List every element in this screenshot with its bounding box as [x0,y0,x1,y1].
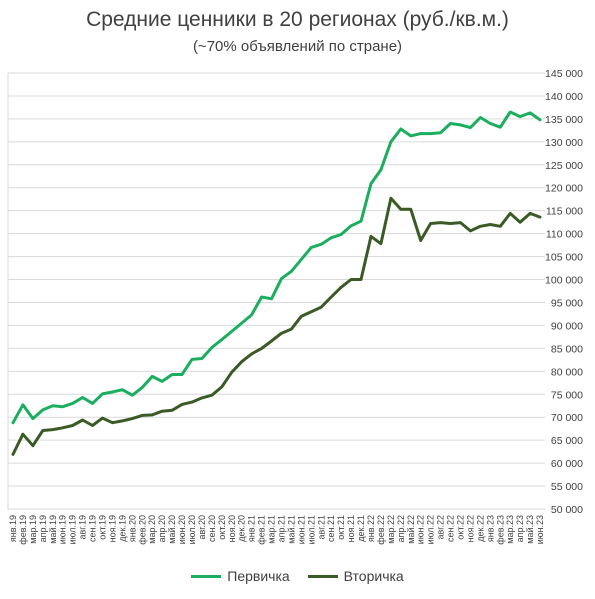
x-tick-label: сен.19 [88,515,98,542]
grid-lines [7,72,545,510]
series-lines [11,110,542,456]
x-tick-label: авг.21 [316,515,326,539]
x-tick-label: янв.23 [485,515,495,542]
x-tick-label: май.22 [406,515,416,544]
x-tick-label: авг.22 [436,515,446,539]
y-tick-label: 115 000 [546,206,583,218]
x-tick-label: ноя.19 [107,515,117,542]
x-tick-label: июн.22 [416,515,426,544]
y-tick-label: 135 000 [545,114,583,126]
x-tick-label: янв.20 [127,515,137,542]
x-tick-label: июл.21 [306,515,316,544]
x-tick-label: май.21 [286,515,296,544]
x-tick-label: фев.23 [495,515,505,545]
x-tick-label: янв.22 [366,515,376,542]
x-tick-label: сен.20 [207,515,217,542]
x-tick-label: фев.22 [376,515,386,545]
y-tick-label: 140 000 [545,91,583,103]
series-line-primary [11,110,542,425]
y-tick-label: 70 000 [551,412,583,424]
y-tick-label: 90 000 [551,320,583,332]
x-tick-label: мар.21 [267,515,277,544]
y-tick-label: 125 000 [545,160,583,172]
x-tick-label: июн.21 [296,515,306,544]
x-tick-label: май.19 [48,515,58,544]
x-tick-label: июн.20 [177,515,187,544]
x-tick-label: янв.21 [247,515,257,542]
x-tick-label: июн.23 [535,515,545,544]
legend-swatch-secondary [307,574,338,578]
x-tick-label: дек.22 [475,515,485,542]
y-tick-label: 65 000 [551,435,583,447]
x-tick-label: апр.22 [396,515,406,542]
x-tick-label: май.23 [525,515,535,544]
y-tick-label: 110 000 [546,229,583,241]
x-tick-label: дек.21 [356,515,366,542]
x-tick-label: окт.19 [97,515,107,540]
x-tick-label: ноя.20 [227,515,237,542]
x-tick-label: май.20 [167,515,177,544]
x-tick-label: авг.20 [197,515,207,539]
legend: Первичка Вторичка [0,568,595,584]
y-tick-label: 145 000 [545,68,583,80]
y-tick-label: 55 000 [551,481,583,493]
x-tick-label: янв.19 [8,515,18,542]
x-tick-label: окт.22 [455,515,465,540]
x-tick-label: мар.23 [505,515,515,544]
x-tick-label: мар.20 [147,515,157,544]
legend-item-secondary: Вторичка [307,568,404,584]
x-tick-label: фев.19 [18,515,28,545]
y-tick-label: 60 000 [551,458,583,470]
x-tick-label: мар.22 [386,515,396,544]
y-tick-label: 120 000 [545,183,583,195]
x-tick-label: июл.22 [426,515,436,544]
y-tick-label: 105 000 [545,252,583,264]
x-tick-label: сен.22 [446,515,456,542]
x-tick-label: авг.19 [78,515,88,539]
x-tick-label: окт.21 [336,515,346,540]
x-tick-label: ноя.21 [346,515,356,542]
x-tick-label: окт.20 [217,515,227,540]
y-tick-label: 130 000 [545,137,583,149]
x-tick-label: апр.19 [38,515,48,542]
chart-title: Средние ценники в 20 регионах (руб./кв.м… [86,8,509,31]
x-tick-label: июн.19 [58,515,68,544]
x-axis-tick-labels: янв.19 фев.19 мар.19 апр.19 май.19 июн.19 июл.… [8,515,545,545]
y-tick-label: 80 000 [551,366,583,378]
y-tick-label: 100 000 [545,275,583,287]
x-tick-label: фев.20 [137,515,147,545]
x-tick-label: апр.20 [157,515,167,542]
x-tick-label: сен.21 [326,515,336,542]
series-line-secondary [11,196,542,456]
x-tick-label: дек.20 [237,515,247,542]
y-tick-label: 95 000 [551,297,583,309]
y-tick-label: 75 000 [551,389,583,401]
x-tick-label: июл.20 [187,515,197,544]
chart-subtitle: (~70% объявлений по стране) [192,38,403,55]
y-tick-label: 85 000 [551,343,583,355]
x-tick-label: апр.21 [276,515,286,542]
legend-swatch-primary [191,574,222,578]
legend-item-primary: Первичка [191,568,290,584]
x-tick-label: ноя.22 [465,515,475,542]
legend-label-primary: Первичка [227,568,290,584]
y-tick-label: 50 000 [551,504,583,516]
legend-label-secondary: Вторичка [343,568,404,584]
x-tick-label: мар.19 [28,515,38,544]
x-tick-label: апр.23 [515,515,525,542]
y-axis-tick-labels: 50 000 55 000 60 000 65 000 70 000 75 000 80 0… [545,68,583,516]
x-tick-label: фев.21 [257,515,267,545]
x-tick-label: июл.19 [68,515,78,544]
x-tick-label: дек.19 [117,515,127,542]
